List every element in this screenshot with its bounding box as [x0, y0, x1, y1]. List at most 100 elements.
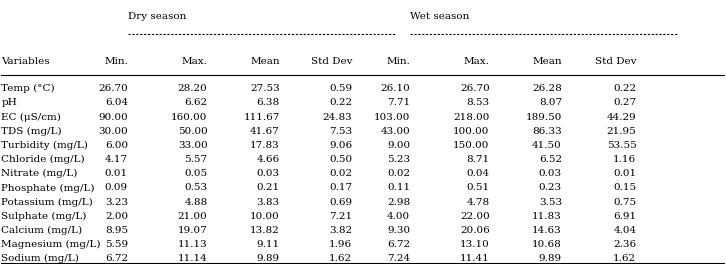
- Text: 7.53: 7.53: [329, 127, 352, 136]
- Text: 44.29: 44.29: [607, 112, 637, 121]
- Text: 0.22: 0.22: [613, 84, 637, 93]
- Text: 3.23: 3.23: [105, 198, 128, 207]
- Text: 9.89: 9.89: [257, 254, 280, 263]
- Text: 13.82: 13.82: [250, 226, 280, 235]
- Text: Phosphate (mg/L): Phosphate (mg/L): [1, 183, 95, 193]
- Text: 6.00: 6.00: [105, 141, 128, 150]
- Text: 0.01: 0.01: [105, 169, 128, 178]
- Text: 4.17: 4.17: [105, 155, 128, 164]
- Text: 11.13: 11.13: [178, 240, 208, 249]
- Text: 13.10: 13.10: [460, 240, 489, 249]
- Text: 0.17: 0.17: [329, 183, 352, 193]
- Text: 30.00: 30.00: [98, 127, 128, 136]
- Text: 0.02: 0.02: [329, 169, 352, 178]
- Text: 103.00: 103.00: [374, 112, 410, 121]
- Text: 150.00: 150.00: [453, 141, 489, 150]
- Text: 0.01: 0.01: [613, 169, 637, 178]
- Text: EC (μS/cm): EC (μS/cm): [1, 112, 61, 122]
- Text: Nitrate (mg/L): Nitrate (mg/L): [1, 169, 78, 178]
- Text: 24.83: 24.83: [322, 112, 352, 121]
- Text: 3.53: 3.53: [539, 198, 562, 207]
- Text: 10.68: 10.68: [532, 240, 562, 249]
- Text: 6.72: 6.72: [105, 254, 128, 263]
- Text: 86.33: 86.33: [532, 127, 562, 136]
- Text: 8.53: 8.53: [466, 98, 489, 107]
- Text: 0.51: 0.51: [466, 183, 489, 193]
- Text: Max.: Max.: [464, 57, 489, 66]
- Text: 41.67: 41.67: [250, 127, 280, 136]
- Text: 17.83: 17.83: [250, 141, 280, 150]
- Text: 14.63: 14.63: [532, 226, 562, 235]
- Text: 6.62: 6.62: [184, 98, 208, 107]
- Text: 5.57: 5.57: [184, 155, 208, 164]
- Text: 0.53: 0.53: [184, 183, 208, 193]
- Text: 8.95: 8.95: [105, 226, 128, 235]
- Text: 0.09: 0.09: [105, 183, 128, 193]
- Text: 4.66: 4.66: [257, 155, 280, 164]
- Text: 26.28: 26.28: [532, 84, 562, 93]
- Text: 4.00: 4.00: [387, 212, 410, 221]
- Text: 0.05: 0.05: [184, 169, 208, 178]
- Text: 5.23: 5.23: [387, 155, 410, 164]
- Text: 10.00: 10.00: [250, 212, 280, 221]
- Text: 2.98: 2.98: [387, 198, 410, 207]
- Text: 7.71: 7.71: [387, 98, 410, 107]
- Text: Calcium (mg/L): Calcium (mg/L): [1, 226, 83, 235]
- Text: 1.62: 1.62: [613, 254, 637, 263]
- Text: 9.30: 9.30: [387, 226, 410, 235]
- Text: 1.62: 1.62: [329, 254, 352, 263]
- Text: 6.04: 6.04: [105, 98, 128, 107]
- Text: Mean: Mean: [532, 57, 562, 66]
- Text: 7.24: 7.24: [387, 254, 410, 263]
- Text: 0.11: 0.11: [387, 183, 410, 193]
- Text: 28.20: 28.20: [178, 84, 208, 93]
- Text: Sulphate (mg/L): Sulphate (mg/L): [1, 212, 87, 221]
- Text: 6.38: 6.38: [257, 98, 280, 107]
- Text: 26.10: 26.10: [380, 84, 410, 93]
- Text: Wet season: Wet season: [410, 12, 470, 21]
- Text: 1.16: 1.16: [613, 155, 637, 164]
- Text: 43.00: 43.00: [380, 127, 410, 136]
- Text: pH: pH: [1, 98, 17, 107]
- Text: 0.75: 0.75: [613, 198, 637, 207]
- Text: 0.03: 0.03: [539, 169, 562, 178]
- Text: 218.00: 218.00: [453, 112, 489, 121]
- Text: 0.27: 0.27: [613, 98, 637, 107]
- Text: 21.95: 21.95: [607, 127, 637, 136]
- Text: Magnesium (mg/L): Magnesium (mg/L): [1, 240, 101, 249]
- Text: 9.06: 9.06: [329, 141, 352, 150]
- Text: Variables: Variables: [1, 57, 50, 66]
- Text: 9.11: 9.11: [257, 240, 280, 249]
- Text: 19.07: 19.07: [178, 226, 208, 235]
- Text: 4.04: 4.04: [613, 226, 637, 235]
- Text: 0.03: 0.03: [257, 169, 280, 178]
- Text: 41.50: 41.50: [532, 141, 562, 150]
- Text: Potassium (mg/L): Potassium (mg/L): [1, 198, 93, 207]
- Text: Std Dev: Std Dev: [311, 57, 352, 66]
- Text: 26.70: 26.70: [460, 84, 489, 93]
- Text: 26.70: 26.70: [98, 84, 128, 93]
- Text: 4.88: 4.88: [184, 198, 208, 207]
- Text: Chloride (mg/L): Chloride (mg/L): [1, 155, 85, 164]
- Text: 160.00: 160.00: [171, 112, 208, 121]
- Text: 0.02: 0.02: [387, 169, 410, 178]
- Text: 11.83: 11.83: [532, 212, 562, 221]
- Text: Temp (°C): Temp (°C): [1, 84, 55, 93]
- Text: 50.00: 50.00: [178, 127, 208, 136]
- Text: 0.59: 0.59: [329, 84, 352, 93]
- Text: 111.67: 111.67: [243, 112, 280, 121]
- Text: 189.50: 189.50: [526, 112, 562, 121]
- Text: Min.: Min.: [104, 57, 128, 66]
- Text: 11.14: 11.14: [178, 254, 208, 263]
- Text: 6.72: 6.72: [387, 240, 410, 249]
- Text: 0.23: 0.23: [539, 183, 562, 193]
- Text: Mean: Mean: [250, 57, 280, 66]
- Text: 0.50: 0.50: [329, 155, 352, 164]
- Text: 9.00: 9.00: [387, 141, 410, 150]
- Text: 8.71: 8.71: [466, 155, 489, 164]
- Text: Sodium (mg/L): Sodium (mg/L): [1, 254, 79, 264]
- Text: 0.21: 0.21: [257, 183, 280, 193]
- Text: 6.52: 6.52: [539, 155, 562, 164]
- Text: 4.78: 4.78: [466, 198, 489, 207]
- Text: 11.41: 11.41: [460, 254, 489, 263]
